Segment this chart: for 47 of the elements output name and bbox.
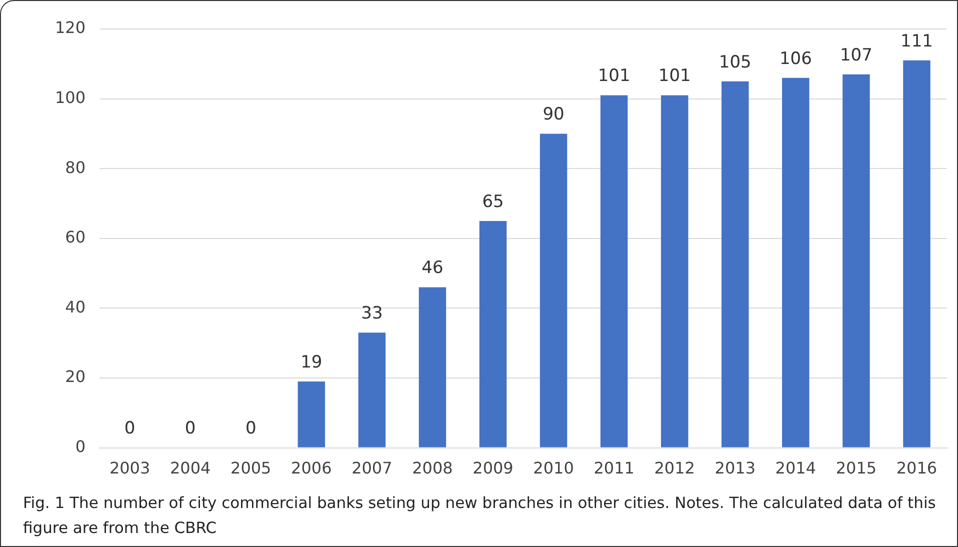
- data-label: 0: [184, 418, 196, 439]
- data-label: 0: [124, 418, 136, 439]
- data-label: 101: [658, 66, 691, 86]
- x-tick-label: 2009: [472, 458, 514, 478]
- y-tick-label: 0: [75, 436, 86, 456]
- y-tick-label: 40: [65, 297, 86, 316]
- data-label: 107: [840, 45, 872, 66]
- y-tick-label: 100: [54, 88, 86, 107]
- x-tick-label: 2014: [775, 458, 816, 478]
- data-label: 33: [361, 304, 383, 324]
- x-tick-label: 2013: [714, 458, 756, 478]
- x-tick-label: 2008: [412, 458, 453, 478]
- y-tick-label: 120: [54, 18, 86, 38]
- bar: [903, 60, 930, 448]
- x-tick-label: 2006: [291, 458, 332, 478]
- data-label: 101: [598, 66, 630, 86]
- x-tick-label: 2016: [896, 458, 938, 478]
- data-label: 0: [245, 418, 256, 439]
- bar: [298, 381, 326, 448]
- y-tick-label: 20: [65, 367, 86, 386]
- data-label: 65: [482, 192, 504, 212]
- bar: [782, 78, 810, 448]
- x-tick-label: 2010: [533, 458, 574, 478]
- y-tick-label: 80: [65, 158, 86, 177]
- bar: [540, 134, 568, 448]
- bar: [600, 95, 628, 448]
- caption: Fig. 1 The number of city commercial banks seting up new branches in other cities. Notes. The calculated data of this figure are from the CBRC: [23, 493, 937, 539]
- bar: [660, 95, 688, 448]
- data-label: 90: [542, 104, 564, 125]
- bar: [479, 220, 507, 448]
- data-label: 106: [779, 48, 812, 69]
- bar: [358, 332, 386, 448]
- x-tick-label: 2005: [230, 458, 272, 478]
- x-tick-label: 2003: [109, 458, 150, 478]
- bar: [722, 81, 749, 448]
- bar: [418, 287, 446, 448]
- y-tick-label: 60: [65, 228, 86, 247]
- x-tick-label: 2004: [170, 458, 211, 478]
- x-tick-label: 2015: [836, 458, 877, 478]
- data-label: 111: [900, 31, 933, 52]
- data-label: 105: [718, 52, 752, 72]
- x-tick-label: 2012: [654, 458, 695, 478]
- data-label: 19: [300, 352, 322, 372]
- bar: [842, 74, 870, 448]
- x-tick-label: 2007: [352, 458, 392, 478]
- data-label: 46: [422, 258, 444, 278]
- x-tick-label: 2011: [594, 458, 634, 478]
